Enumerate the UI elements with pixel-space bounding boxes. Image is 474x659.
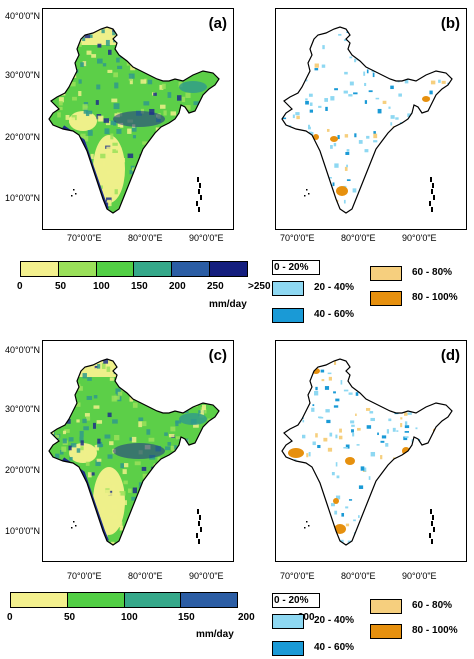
legend-swatch [370,624,402,639]
map-d [281,358,453,546]
map-fill [282,27,452,213]
legend-label: 60 - 80% [412,600,453,611]
colorbar-tick: 100 [93,281,110,292]
india-outline [281,358,453,546]
panel-label-a: (a) [208,15,227,32]
lon-tick: 70°0'0"E [67,233,102,243]
lon-tick: 90°0'0"E [402,233,437,243]
colorbar-tick: 150 [131,281,148,292]
legend-swatch [272,593,320,608]
colorbar-top [20,261,248,277]
lon-tick: 90°0'0"E [189,233,224,243]
legend-label: 40 - 60% [314,309,355,320]
lat-tick: 30°0'0"N [4,404,40,414]
map-c [48,358,220,546]
lon-tick: 70°0'0"E [67,571,102,581]
map-fill [282,359,452,545]
colorbar-tick: 0 [17,281,23,292]
legend-swatch [370,291,402,306]
islands [71,177,202,212]
colorbar-unit: mm/day [196,629,234,640]
colorbar-segment [134,262,173,276]
legend-swatch [272,308,304,323]
colorbar-tick: 250 [207,281,224,292]
legend-label: 20 - 40% [314,282,355,293]
colorbar-tick: 200 [169,281,186,292]
lon-tick: 90°0'0"E [402,571,437,581]
lat-tick: 20°0'0"N [4,132,40,142]
map-fill [49,359,219,545]
legend-label: 0 - 20% [274,595,309,606]
legend-swatch [272,641,304,656]
panel-label-b: (b) [440,15,460,32]
colorbar-tick: 150 [178,612,195,623]
map-fill [49,27,219,213]
islands [71,509,202,544]
colorbar-tick: 200 [238,612,255,623]
map-panel-b: (b) [275,8,467,230]
india-outline [48,26,220,214]
lat-tick: 40°0'0"N [4,11,40,21]
map-panel-a: (a) [42,8,234,230]
colorbar-segment [58,262,97,276]
lon-tick: 90°0'0"E [189,571,224,581]
islands [304,177,435,212]
legend-label: 20 - 40% [314,615,355,626]
colorbar-tick: 50 [64,612,76,623]
colorbar-unit: mm/day [209,299,247,310]
legend-label: 80 - 100% [412,625,458,636]
colorbar-segment [67,593,125,607]
lon-tick: 80°0'0"E [341,571,376,581]
lon-tick: 70°0'0"E [280,571,315,581]
lat-tick: 10°0'0"N [4,193,40,203]
colorbar-segment [124,593,182,607]
colorbar-tick: >250 [248,281,271,292]
colorbar-segment [181,593,237,607]
legend-swatch [272,614,304,629]
lat-tick: 40°0'0"N [4,345,40,355]
map-panel-c: (c) [42,340,234,562]
panel-label-d: (d) [440,347,460,364]
legend-label: 80 - 100% [412,292,458,303]
panel-label-c: (c) [208,347,227,364]
map-a [48,26,220,214]
legend-swatch [272,260,320,275]
colorbar-tick: 100 [121,612,138,623]
colorbar-segment [11,593,68,607]
colorbar-bottom [10,592,238,608]
legend-label: 40 - 60% [314,642,355,653]
lat-tick: 10°0'0"N [4,526,40,536]
india-outline [48,358,220,546]
map-b [281,26,453,214]
legend-swatch [272,281,304,296]
lon-tick: 70°0'0"E [280,233,315,243]
lon-tick: 80°0'0"E [128,233,163,243]
legend-label: 0 - 20% [274,262,309,273]
legend-label: 60 - 80% [412,267,453,278]
colorbar-tick: 0 [7,612,13,623]
lat-tick: 20°0'0"N [4,465,40,475]
colorbar-segment [172,262,211,276]
lon-tick: 80°0'0"E [341,233,376,243]
legend-swatch [370,266,402,281]
colorbar-tick: 50 [55,281,67,292]
colorbar-segment [210,262,247,276]
colorbar-segment [96,262,135,276]
map-panel-d: (d) [275,340,467,562]
colorbar-segment [21,262,59,276]
lat-tick: 30°0'0"N [4,70,40,80]
india-outline [281,26,453,214]
islands [304,509,435,544]
legend-swatch [370,599,402,614]
lon-tick: 80°0'0"E [128,571,163,581]
